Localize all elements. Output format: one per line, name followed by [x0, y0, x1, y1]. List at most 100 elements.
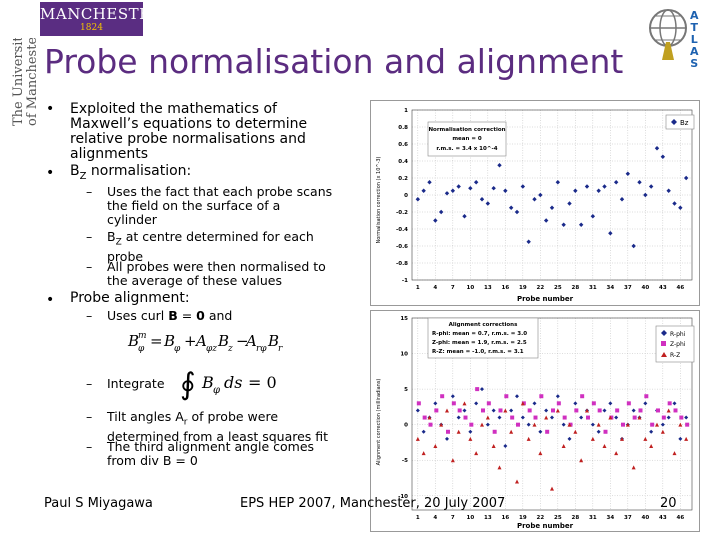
plot1-x-tick-label: 10 [467, 285, 475, 291]
plot1-x-tick-label: 16 [502, 285, 510, 291]
plot2-point-rz [649, 444, 654, 448]
sub-bullet-normalised: All probes were then normalised to the a… [107, 260, 367, 288]
svg-text:−: − [236, 332, 249, 350]
plot2-x-tick-label: 34 [607, 515, 615, 521]
plot2-point-rz [660, 429, 665, 434]
plot2-point-zphi [673, 408, 678, 413]
logo-year: 1824 [80, 23, 103, 33]
sub-line: determined from a least squares fit [107, 428, 329, 444]
tilt-text: Tilt angles A [107, 409, 184, 424]
plot2-point-zphi [469, 422, 474, 427]
sub-text-z: Z [115, 237, 122, 248]
plot2-point-zphi [638, 408, 643, 413]
plot2-point-zphi [498, 408, 503, 413]
plot2-x-tick-label: 16 [502, 515, 510, 521]
plot1-y-tick-label: 0.4 [398, 159, 408, 165]
plot1-y-ticks: 1 0.8 0.6 0.4 0.2 0 -0.2 -0.4 -0.6 -0.8 -1 [396, 108, 408, 284]
alignment-plot: 15 10 5 0 -5 -10 1 4 7 10 13 16 19 22 25 28 31 34 37 40 43 4… [370, 310, 700, 532]
plot2-point-rphi [532, 401, 537, 406]
plot2-point-zphi [510, 415, 515, 420]
plot2-point-rphi [474, 401, 479, 406]
sub-line: the field on the surface of a [107, 198, 281, 213]
plot2-point-rz [462, 401, 467, 406]
dash-marker: – [86, 259, 93, 274]
plot2-point-rphi [678, 436, 683, 441]
sub-line: probe [107, 248, 144, 264]
plot1-point [654, 146, 660, 151]
plot2-point-rphi [660, 422, 665, 427]
plot2-y-tick-label: 5 [404, 387, 408, 393]
plot2-point-zphi [440, 394, 445, 399]
university-vertical-text: The University of Manchester [11, 38, 40, 126]
plot2-point-rz [485, 415, 490, 420]
plot1-x-tick-label: 46 [677, 285, 685, 291]
plot1-point [514, 209, 520, 215]
plot2-point-zphi [586, 415, 590, 420]
plot2-point-rphi [608, 401, 613, 406]
plot2-point-rphi [480, 387, 484, 392]
logo-name: MANCHESTER [40, 5, 163, 23]
plot1-point [602, 184, 607, 189]
curl-text: Uses curl [107, 308, 169, 323]
plot1-point [491, 186, 496, 191]
plot2-point-rz [614, 451, 619, 456]
plot2-point-rz [631, 465, 636, 470]
plot2-x-tick-label: 46 [677, 515, 685, 521]
bullet-marker: • [46, 292, 55, 308]
plot2-point-zphi [434, 408, 439, 413]
bullet-line: relative probe normalisations and [70, 131, 306, 147]
sub-bullet-integrate: Integrate [107, 376, 165, 391]
plot2-point-rz [678, 422, 683, 427]
svg-text:r: r [278, 344, 283, 354]
plot2-point-zphi [667, 401, 672, 406]
equation-integral: ∮ B φ ds = 0 [180, 367, 277, 402]
plot2-point-rphi [666, 415, 671, 420]
plot2-point-zphi [656, 408, 660, 413]
plot2-annotation-zphi: Z-phi: mean = 1.9, r.m.s. = 2.5 [432, 340, 527, 346]
plot2-point-zphi [551, 408, 555, 413]
plot1-ylabel: Normalisation correction (x 10^-3) [376, 156, 382, 243]
plot1-point [619, 197, 625, 202]
plot1-y-tick-label: -0.6 [396, 244, 408, 250]
plot1-y-tick-label: 0.6 [398, 142, 408, 148]
plot2-point-rphi [497, 415, 502, 420]
plot1-x-tick-label: 19 [519, 285, 527, 291]
plot2-point-rz [415, 436, 420, 441]
plot1-x-ticks: 1 4 7 10 13 16 19 22 25 28 31 34 37 40 43 46 [416, 285, 684, 291]
plot2-point-zphi [457, 408, 462, 413]
plot2-point-rphi [485, 422, 490, 427]
plot1-y-tick-label: -0.2 [396, 210, 408, 216]
plot2-point-rz [567, 422, 572, 427]
atlas-letter: A [690, 45, 699, 58]
plot2-legend-rphi: R-phi [670, 331, 686, 338]
plot2-point-zphi [539, 394, 544, 399]
plot1-point [567, 201, 572, 206]
footer-author: Paul S Miyagawa [44, 496, 153, 511]
atlas-letter: A [690, 9, 699, 22]
plot2-x-ticks: 1 4 7 10 13 16 19 22 25 28 31 34 37 40 43 46 [416, 515, 684, 521]
plot2-point-rz [585, 408, 589, 413]
plot2-point-rz [637, 415, 642, 420]
plot2-point-zphi [486, 401, 491, 406]
plot2-point-rz [526, 436, 531, 441]
plot2-x-tick-label: 28 [572, 515, 580, 521]
plot2-point-rphi [526, 422, 531, 427]
atlas-letter: S [690, 57, 699, 70]
plot1-x-tick-label: 1 [416, 285, 420, 291]
svg-text:ds: ds [224, 373, 242, 392]
plot2-point-zphi [603, 429, 608, 434]
plot1-point [497, 163, 502, 168]
plot2-point-rphi [684, 415, 689, 420]
dash-marker: – [86, 184, 93, 199]
plot1-x-tick-label: 28 [572, 285, 580, 291]
plot1-annotation-rms: r.m.s. = 3.4 x 10^-4 [436, 146, 497, 152]
plot2-point-rz [427, 415, 432, 420]
svg-text:∮: ∮ [180, 367, 196, 402]
plot2-points [415, 387, 690, 491]
footer-event: EPS HEP 2007, Manchester, 20 July 2007 [240, 496, 506, 511]
plot2-y-tick-label: 10 [400, 352, 408, 358]
plot1-x-tick-label: 43 [659, 285, 667, 291]
plot1-y-tick-label: -0.4 [396, 227, 408, 233]
plot2-point-rphi [573, 401, 578, 406]
plot2-x-tick-label: 7 [451, 515, 455, 521]
